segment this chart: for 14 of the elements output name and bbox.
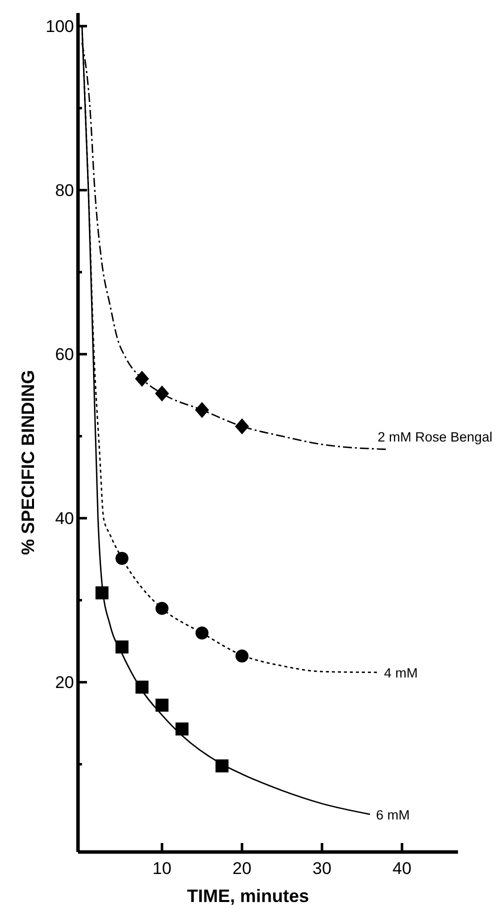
series-label: 2 mM Rose Bengal [378, 429, 492, 444]
x-tick-label: 30 [312, 859, 332, 878]
y-tick-label: 60 [55, 345, 74, 364]
y-tick-label: 40 [55, 509, 74, 528]
y-axis-title: % SPECIFIC BINDING [18, 370, 38, 556]
y-tick-label: 80 [55, 181, 74, 200]
y-tick-label: 20 [55, 673, 74, 692]
series-label: 6 mM [376, 807, 410, 822]
x-axis-title: TIME, minutes [186, 886, 310, 905]
x-tick-label: 10 [152, 859, 172, 878]
series-label: 4 mM [384, 665, 418, 680]
y-tick-label: 100 [46, 17, 74, 36]
x-tick-label: 40 [392, 859, 412, 878]
x-tick-label: 20 [232, 859, 252, 878]
